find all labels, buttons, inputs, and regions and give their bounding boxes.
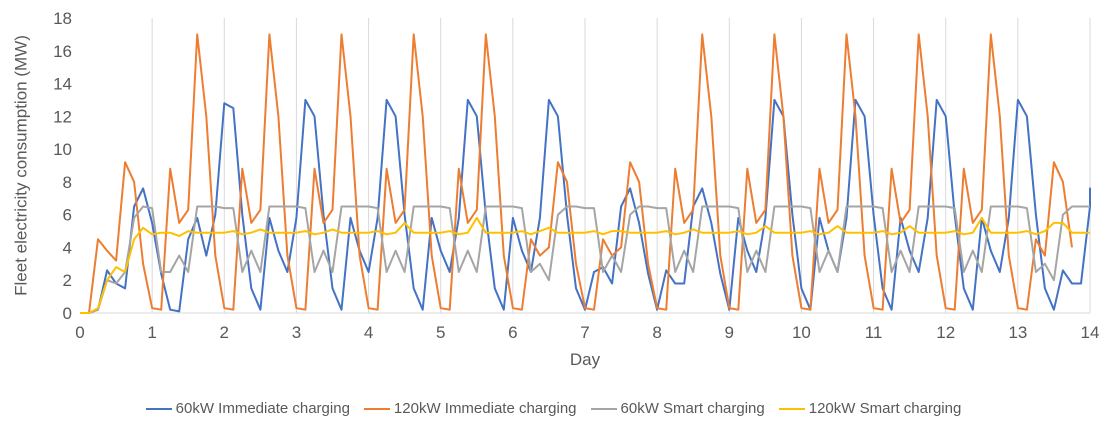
x-tick-8: 8 <box>652 323 661 342</box>
y-tick-4: 4 <box>63 238 72 257</box>
legend-swatch-1 <box>146 408 172 410</box>
x-tick-10: 10 <box>792 323 811 342</box>
x-tick-9: 9 <box>725 323 734 342</box>
legend-label-1: 60kW Immediate charging <box>176 400 350 417</box>
x-tick-14: 14 <box>1081 323 1100 342</box>
x-tick-7: 7 <box>580 323 589 342</box>
y-tick-18: 18 <box>53 9 72 28</box>
legend-item-1: 60kW Immediate charging <box>146 400 350 417</box>
x-tick-12: 12 <box>936 323 955 342</box>
x-tick-labels: 0 1 2 3 4 5 6 7 8 9 10 11 12 13 14 <box>75 323 1099 342</box>
legend-swatch-3 <box>591 408 617 410</box>
y-tick-0: 0 <box>63 304 72 323</box>
x-axis-title: Day <box>570 350 601 369</box>
x-tick-3: 3 <box>292 323 301 342</box>
x-tick-6: 6 <box>508 323 517 342</box>
y-tick-16: 16 <box>53 42 72 61</box>
y-tick-14: 14 <box>53 75 72 94</box>
legend-item-4: 120kW Smart charging <box>779 400 962 417</box>
y-tick-10: 10 <box>53 140 72 159</box>
legend-swatch-2 <box>364 408 390 410</box>
y-tick-labels: 0 2 4 6 8 10 12 14 16 18 <box>53 9 72 323</box>
y-tick-2: 2 <box>63 271 72 290</box>
legend-label-3: 60kW Smart charging <box>621 400 765 417</box>
x-tick-11: 11 <box>865 323 883 342</box>
x-tick-4: 4 <box>364 323 373 342</box>
x-tick-5: 5 <box>436 323 445 342</box>
y-axis-title: Fleet electricity consumption (MW) <box>11 35 30 296</box>
y-tick-8: 8 <box>63 173 72 192</box>
legend-label-2: 120kW Immediate charging <box>394 400 577 417</box>
x-tick-0: 0 <box>75 323 84 342</box>
legend-label-4: 120kW Smart charging <box>809 400 962 417</box>
legend: 60kW Immediate charging 120kW Immediate c… <box>0 400 1107 417</box>
y-tick-6: 6 <box>63 206 72 225</box>
legend-item-3: 60kW Smart charging <box>591 400 765 417</box>
series-line-2 <box>80 34 1072 313</box>
x-tick-2: 2 <box>220 323 229 342</box>
x-tick-1: 1 <box>147 323 156 342</box>
y-tick-12: 12 <box>53 107 72 126</box>
x-tick-13: 13 <box>1008 323 1027 342</box>
legend-item-2: 120kW Immediate charging <box>364 400 577 417</box>
legend-swatch-4 <box>779 408 805 410</box>
